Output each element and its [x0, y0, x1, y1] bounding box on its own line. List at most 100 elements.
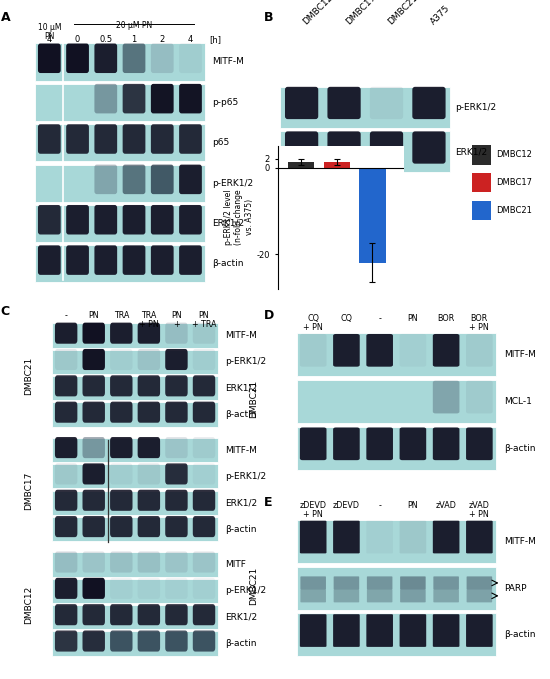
Bar: [472, 173, 491, 192]
Text: ERK1/2: ERK1/2: [212, 219, 244, 228]
FancyBboxPatch shape: [110, 516, 133, 537]
Bar: [472, 145, 491, 164]
FancyBboxPatch shape: [123, 245, 145, 275]
FancyBboxPatch shape: [82, 437, 105, 458]
FancyBboxPatch shape: [82, 323, 105, 344]
Bar: [52, 403, 218, 426]
FancyBboxPatch shape: [123, 124, 145, 153]
FancyBboxPatch shape: [55, 604, 78, 625]
Text: BOR
+ PN: BOR + PN: [470, 314, 490, 332]
FancyBboxPatch shape: [300, 614, 327, 647]
FancyBboxPatch shape: [138, 578, 160, 599]
FancyBboxPatch shape: [165, 490, 188, 511]
Text: MITF-M: MITF-M: [504, 350, 536, 359]
Text: A375: A375: [429, 3, 452, 26]
FancyBboxPatch shape: [433, 614, 459, 647]
Bar: [52, 517, 218, 541]
Text: 20 μM PN: 20 μM PN: [116, 21, 152, 30]
FancyBboxPatch shape: [38, 124, 60, 153]
FancyBboxPatch shape: [165, 437, 188, 458]
FancyBboxPatch shape: [138, 604, 160, 625]
FancyBboxPatch shape: [110, 490, 133, 511]
FancyBboxPatch shape: [165, 578, 188, 599]
Text: [h]: [h]: [210, 35, 222, 44]
FancyBboxPatch shape: [370, 131, 403, 164]
FancyBboxPatch shape: [165, 402, 188, 423]
FancyBboxPatch shape: [333, 614, 360, 647]
FancyBboxPatch shape: [55, 323, 78, 344]
FancyBboxPatch shape: [138, 551, 160, 572]
FancyBboxPatch shape: [165, 631, 188, 652]
FancyBboxPatch shape: [466, 614, 493, 647]
FancyBboxPatch shape: [179, 245, 202, 275]
FancyBboxPatch shape: [123, 43, 145, 73]
Text: PARP: PARP: [504, 585, 526, 593]
Text: p65: p65: [212, 139, 229, 147]
Bar: [35, 84, 205, 121]
FancyBboxPatch shape: [82, 551, 105, 572]
Text: 1: 1: [131, 35, 136, 44]
Text: MITF-M: MITF-M: [504, 537, 536, 546]
FancyBboxPatch shape: [110, 437, 133, 458]
Text: p-ERK1/2: p-ERK1/2: [226, 472, 267, 481]
FancyBboxPatch shape: [165, 551, 188, 572]
FancyBboxPatch shape: [55, 490, 78, 511]
FancyBboxPatch shape: [433, 589, 459, 602]
Text: MITF-M: MITF-M: [212, 58, 244, 67]
FancyBboxPatch shape: [151, 245, 174, 275]
FancyBboxPatch shape: [285, 131, 318, 164]
FancyBboxPatch shape: [110, 375, 133, 397]
FancyBboxPatch shape: [400, 614, 426, 647]
FancyBboxPatch shape: [95, 84, 117, 113]
Text: p-ERK1/2: p-ERK1/2: [455, 103, 497, 111]
FancyBboxPatch shape: [193, 631, 215, 652]
Text: p-p65: p-p65: [212, 98, 238, 107]
FancyBboxPatch shape: [370, 87, 403, 119]
FancyBboxPatch shape: [123, 205, 145, 234]
FancyBboxPatch shape: [138, 402, 160, 423]
FancyBboxPatch shape: [334, 576, 359, 589]
Text: CQ
+ PN: CQ + PN: [303, 314, 323, 332]
Text: DMBC17: DMBC17: [496, 178, 532, 187]
FancyBboxPatch shape: [412, 131, 446, 164]
Text: D: D: [264, 309, 274, 322]
Text: PN
+: PN +: [171, 311, 182, 329]
FancyBboxPatch shape: [151, 164, 174, 194]
Text: -: -: [378, 501, 381, 510]
Bar: [35, 205, 205, 242]
Text: BOR: BOR: [437, 314, 455, 323]
FancyBboxPatch shape: [66, 43, 89, 73]
FancyBboxPatch shape: [466, 428, 493, 460]
FancyBboxPatch shape: [95, 205, 117, 234]
Bar: [52, 376, 218, 401]
FancyBboxPatch shape: [138, 631, 160, 652]
FancyBboxPatch shape: [327, 87, 361, 119]
Bar: [296, 380, 496, 423]
Text: PN: PN: [89, 311, 99, 320]
Text: TRA: TRA: [114, 311, 129, 320]
FancyBboxPatch shape: [433, 521, 459, 553]
Bar: [52, 438, 218, 462]
Text: E: E: [264, 496, 273, 509]
Text: MITF: MITF: [226, 560, 246, 569]
Text: zDEVD: zDEVD: [333, 501, 360, 510]
Bar: [52, 579, 218, 603]
Bar: [52, 323, 218, 348]
FancyBboxPatch shape: [82, 578, 105, 599]
FancyBboxPatch shape: [193, 375, 215, 397]
Text: DMBC17: DMBC17: [344, 0, 377, 26]
FancyBboxPatch shape: [110, 463, 133, 485]
Text: zVAD
+ PN: zVAD + PN: [469, 501, 490, 519]
Text: MITF-M: MITF-M: [226, 445, 257, 454]
FancyBboxPatch shape: [82, 463, 105, 485]
FancyBboxPatch shape: [179, 205, 202, 234]
FancyBboxPatch shape: [193, 402, 215, 423]
FancyBboxPatch shape: [333, 334, 360, 367]
FancyBboxPatch shape: [110, 323, 133, 344]
FancyBboxPatch shape: [165, 463, 188, 485]
FancyBboxPatch shape: [400, 576, 426, 589]
Bar: [52, 552, 218, 576]
FancyBboxPatch shape: [466, 381, 493, 414]
Text: p-ERK1/2: p-ERK1/2: [226, 586, 267, 595]
FancyBboxPatch shape: [433, 428, 459, 460]
